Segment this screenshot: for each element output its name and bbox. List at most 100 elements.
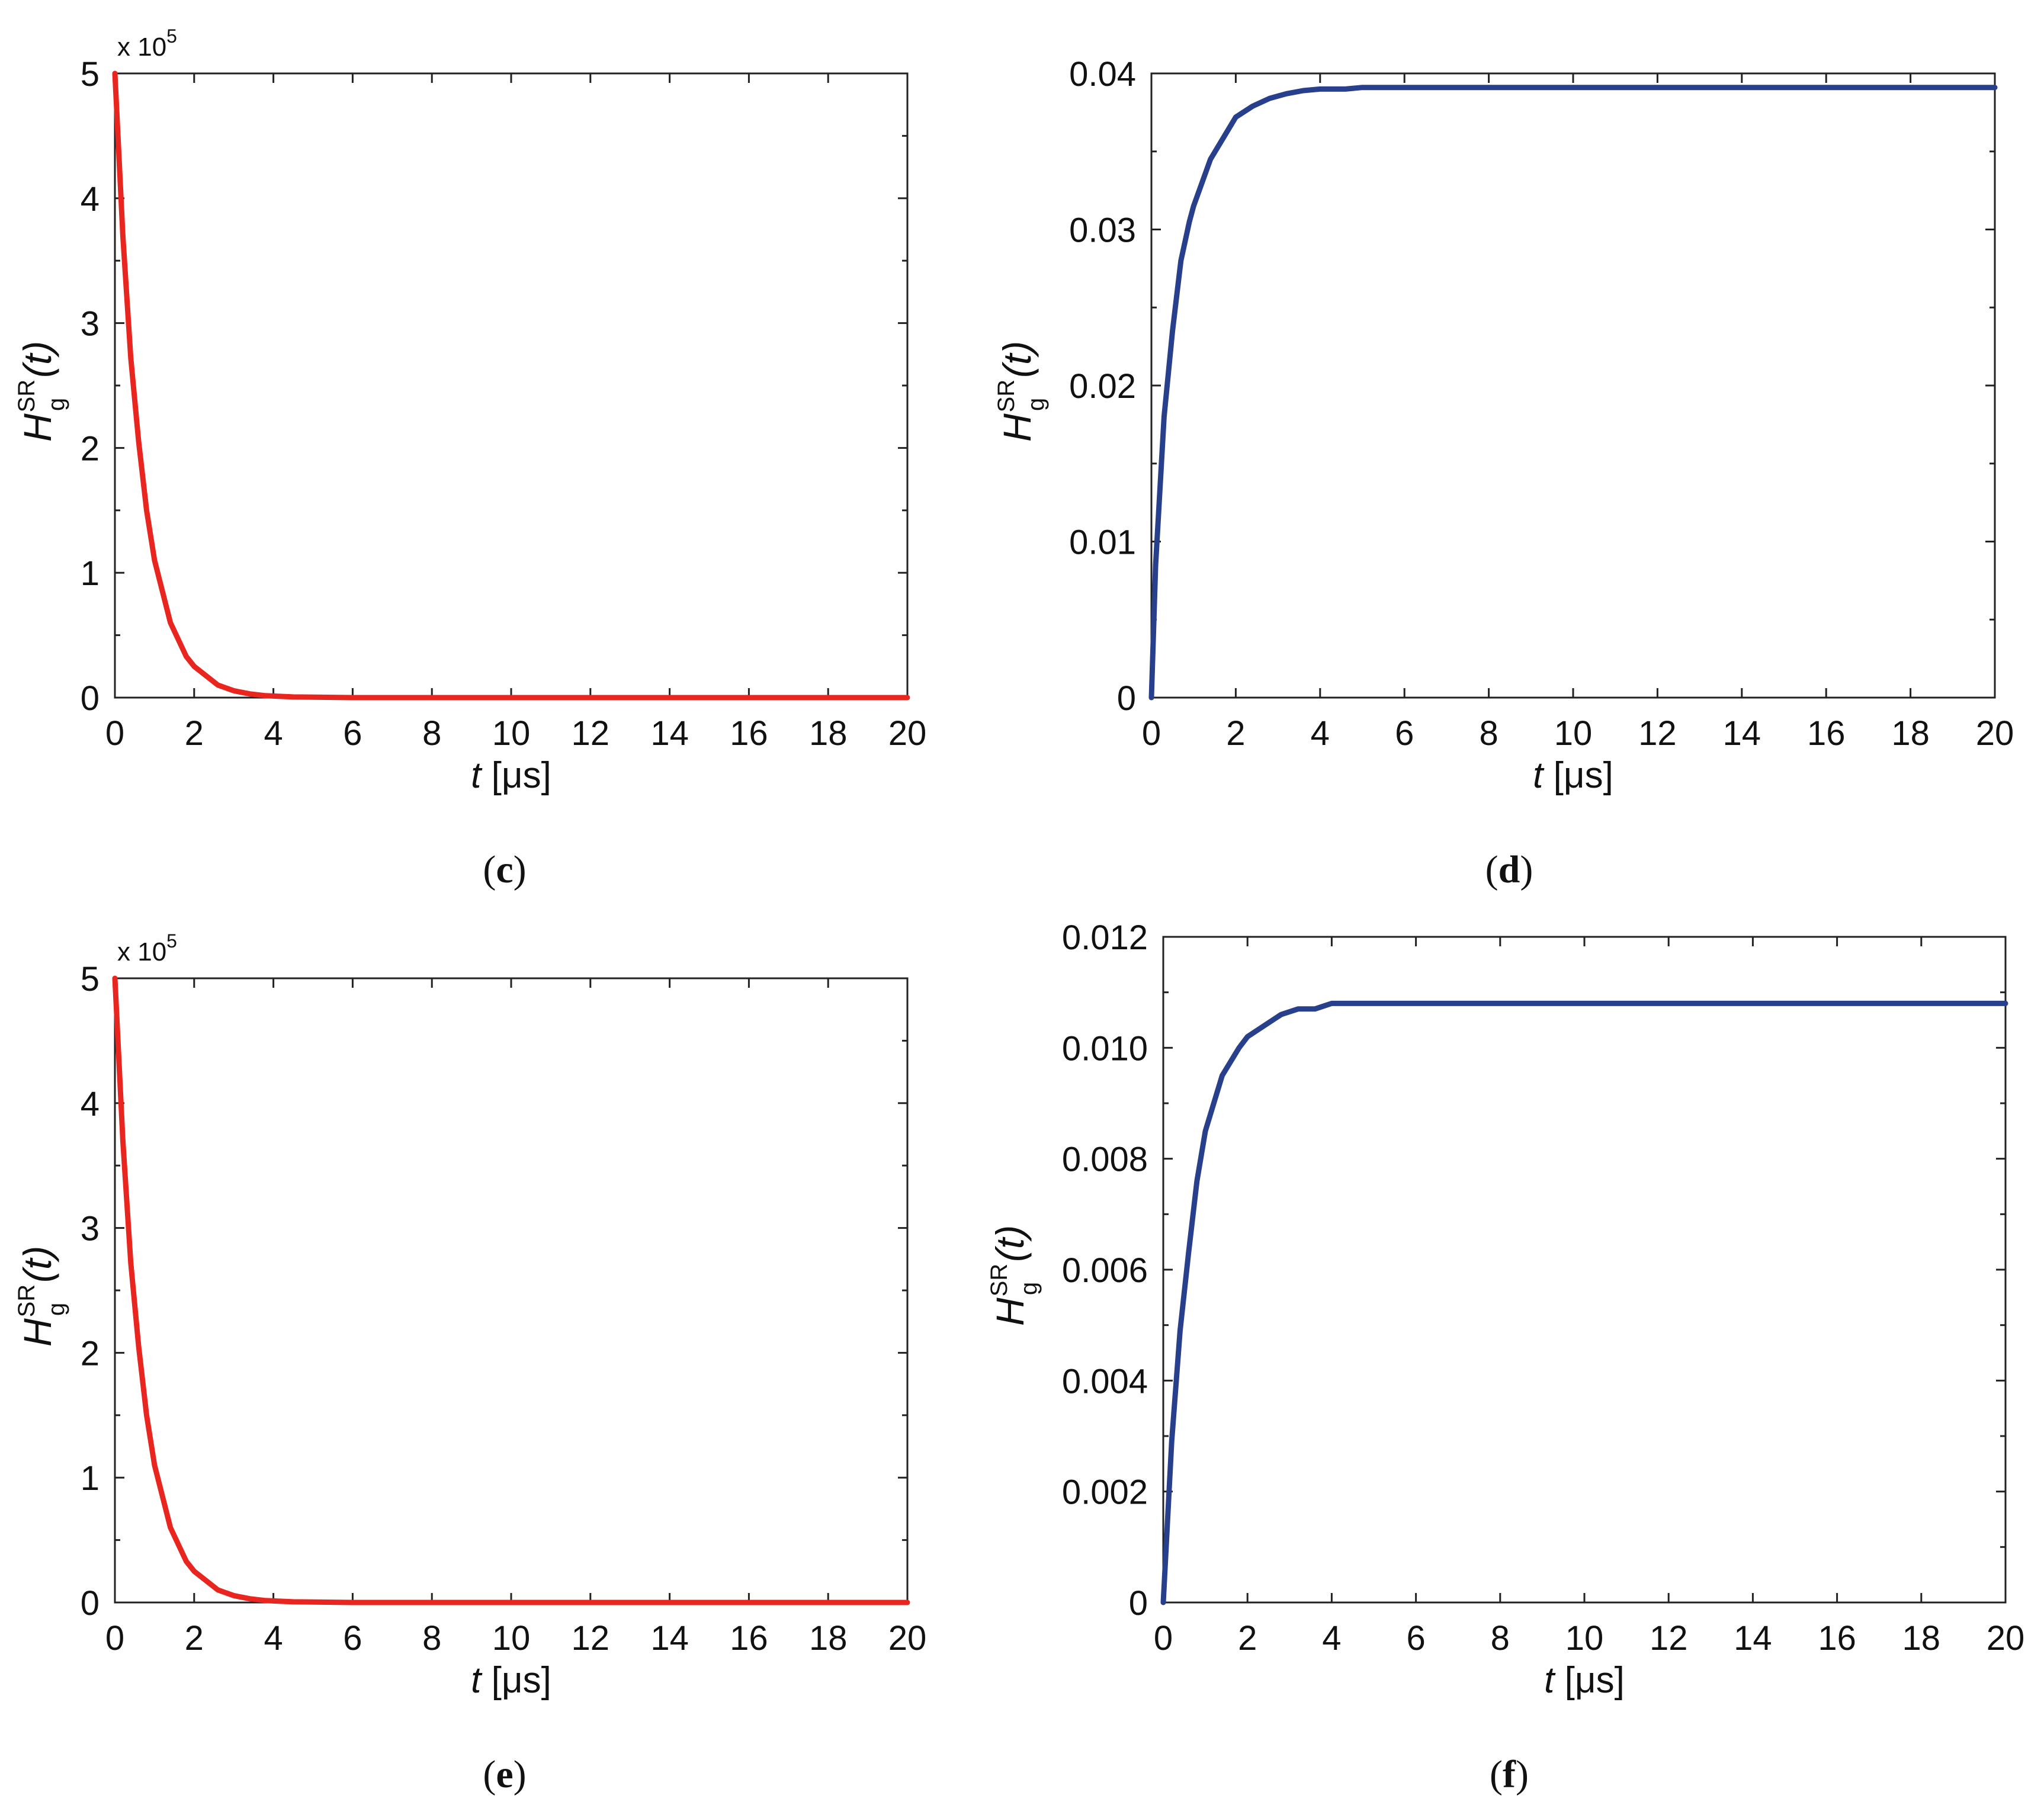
panel-label-open: ( bbox=[483, 848, 496, 891]
x-tick-label: 8 bbox=[1491, 1619, 1510, 1658]
x-tick-label: 8 bbox=[1479, 714, 1498, 753]
y-axis-superscript: SR bbox=[14, 1284, 40, 1318]
x-tick-label: 10 bbox=[492, 1619, 531, 1658]
chart-panel-f: 0 2 4 6 8 10 12 14 16 18 20 0 0.002 0.004 0.006 0.008 0.… bbox=[986, 918, 2024, 1796]
x-tick-label: 20 bbox=[888, 1619, 927, 1658]
x-tick-label: 12 bbox=[1638, 714, 1677, 753]
plot-frame bbox=[1150, 72, 1996, 699]
series-line-1 bbox=[1148, 85, 1998, 701]
panel-label-close: ) bbox=[514, 1753, 527, 1796]
x-tick-label: 10 bbox=[1554, 714, 1593, 753]
panel-label: (e) bbox=[483, 1753, 526, 1796]
x-tick-label: 6 bbox=[1406, 1619, 1425, 1658]
panel-label: (d) bbox=[1485, 848, 1533, 891]
x-tick-label: 18 bbox=[1891, 714, 1930, 753]
y-axis-argument: (t) bbox=[988, 1225, 1032, 1262]
y-tick-label: 1 bbox=[81, 1459, 100, 1498]
x-tick-label: 16 bbox=[730, 1619, 768, 1658]
plot-frame bbox=[114, 977, 909, 1604]
y-axis-superscript: SR bbox=[986, 1264, 1012, 1297]
x-tick-label: 12 bbox=[572, 714, 610, 753]
panel-label-close: ) bbox=[1516, 1753, 1529, 1796]
x-tick-label: 4 bbox=[264, 714, 283, 753]
x-tick-label: 20 bbox=[888, 714, 927, 753]
x-tick-label: 0 bbox=[105, 714, 124, 753]
y-axis-label: HSR g(t) bbox=[14, 341, 69, 442]
panel-label-open: ( bbox=[1485, 848, 1498, 891]
x-tick-label: 4 bbox=[264, 1619, 283, 1658]
x-tick-label: 14 bbox=[1734, 1619, 1772, 1658]
x-axis-variable: t bbox=[1544, 1660, 1556, 1701]
x-axis-unit: [μs] bbox=[1554, 1660, 1624, 1701]
y-multiplier-exponent: 5 bbox=[166, 930, 177, 952]
series-line-1 bbox=[112, 70, 910, 701]
y-multiplier-base: x 10 bbox=[117, 937, 166, 966]
y-tick-label: 0 bbox=[1129, 1584, 1148, 1623]
x-axis-variable: t bbox=[1533, 755, 1545, 796]
x-axis-variable: t bbox=[471, 755, 483, 796]
x-axis-unit: [μs] bbox=[481, 1660, 551, 1701]
y-axis-superscript: SR bbox=[14, 380, 40, 413]
y-axis-subscript: g bbox=[43, 1303, 69, 1316]
x-tick-label: 8 bbox=[422, 1619, 441, 1658]
y-axis-label-text: HSR g (t) bbox=[14, 341, 69, 442]
y-axis-symbol: H bbox=[988, 1297, 1032, 1326]
x-tick-label: 8 bbox=[422, 714, 441, 753]
y-tick-label: 0.008 bbox=[1062, 1141, 1148, 1179]
series-line-1 bbox=[1160, 1000, 2008, 1605]
x-tick-label: 10 bbox=[492, 714, 531, 753]
y-axis-argument: (t) bbox=[995, 341, 1039, 378]
y-tick-label: 0.03 bbox=[1069, 211, 1136, 250]
y-tick-label: 4 bbox=[81, 1085, 100, 1123]
panel-label-letter: f bbox=[1503, 1753, 1516, 1796]
panel-label-open: ( bbox=[483, 1753, 496, 1796]
x-tick-label: 14 bbox=[650, 1619, 689, 1658]
x-tick-label: 20 bbox=[1976, 714, 2014, 753]
y-tick-label: 0.02 bbox=[1069, 367, 1136, 406]
x-tick-label: 16 bbox=[1807, 714, 1846, 753]
y-tick-label: 3 bbox=[81, 305, 100, 343]
y-tick-label: 0.01 bbox=[1069, 523, 1136, 562]
x-tick-label: 6 bbox=[343, 714, 362, 753]
x-tick-label: 0 bbox=[1142, 714, 1161, 753]
y-axis-subscript: g bbox=[43, 398, 69, 411]
y-axis-symbol: H bbox=[15, 413, 59, 442]
y-axis-label: HSR g(t) bbox=[993, 341, 1049, 442]
x-axis-label: t [μs] bbox=[1544, 1660, 1625, 1701]
plot-frame bbox=[114, 72, 909, 699]
y-tick-label: 0.012 bbox=[1062, 918, 1148, 957]
x-tick-label: 2 bbox=[185, 1619, 204, 1658]
y-axis-symbol: H bbox=[15, 1318, 59, 1347]
y-tick-label: 0.010 bbox=[1062, 1029, 1148, 1068]
x-axis-unit: [μs] bbox=[1543, 755, 1613, 796]
y-tick-label: 5 bbox=[81, 960, 100, 998]
y-multiplier-exponent: 5 bbox=[166, 25, 177, 47]
x-tick-label: 16 bbox=[1818, 1619, 1856, 1658]
x-tick-label: 0 bbox=[1154, 1619, 1173, 1658]
chart-panel-d: 0 2 4 6 8 10 12 14 16 18 20 0 0.01 0.02 0.03 0.04 t [μs]… bbox=[993, 55, 2014, 891]
y-tick-label: 0.004 bbox=[1062, 1362, 1148, 1401]
y-axis-symbol: H bbox=[995, 413, 1039, 442]
y-tick-label: 2 bbox=[81, 429, 100, 468]
x-tick-label: 4 bbox=[1322, 1619, 1341, 1658]
y-axis-argument: (t) bbox=[15, 1246, 59, 1283]
x-tick-label: 2 bbox=[185, 714, 204, 753]
x-tick-label: 14 bbox=[650, 714, 689, 753]
y-tick-label: 0 bbox=[81, 1584, 100, 1623]
y-tick-label: 3 bbox=[81, 1210, 100, 1248]
x-axis-variable: t bbox=[471, 1660, 483, 1701]
panel-label: (f) bbox=[1490, 1753, 1529, 1796]
x-tick-label: 6 bbox=[1395, 714, 1414, 753]
panel-label-letter: d bbox=[1498, 848, 1520, 891]
y-axis-label: HSR g(t) bbox=[986, 1225, 1042, 1326]
panel-label-close: ) bbox=[514, 848, 527, 891]
panel-label-letter: c bbox=[496, 848, 513, 891]
y-tick-label: 4 bbox=[81, 180, 100, 219]
x-axis-label: t [μs] bbox=[1533, 755, 1613, 796]
x-tick-label: 12 bbox=[1650, 1619, 1688, 1658]
x-tick-label: 14 bbox=[1723, 714, 1761, 753]
y-tick-label: 0.002 bbox=[1062, 1473, 1148, 1512]
x-tick-label: 18 bbox=[809, 1619, 848, 1658]
